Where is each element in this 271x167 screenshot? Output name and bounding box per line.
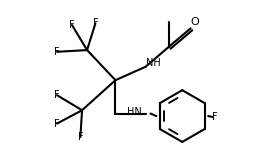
Text: F: F [78, 132, 83, 142]
Text: F: F [212, 112, 218, 122]
Text: O: O [191, 17, 199, 27]
Text: F: F [69, 20, 75, 30]
Text: F: F [93, 18, 98, 28]
Text: F: F [54, 90, 60, 100]
Text: HN: HN [127, 107, 141, 117]
Text: NH: NH [146, 58, 161, 68]
Text: F: F [54, 47, 60, 57]
Text: F: F [54, 119, 60, 129]
